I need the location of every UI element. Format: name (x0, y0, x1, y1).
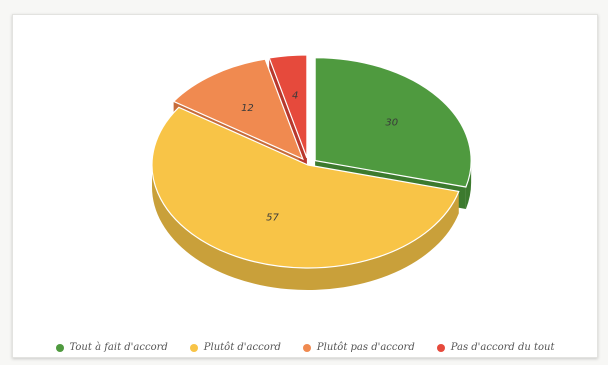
legend-swatch-tout-a-fait-daccord (55, 343, 64, 352)
legend-item-tout-a-fait-daccord[interactable]: Tout à fait d'accord (55, 342, 168, 353)
data-label-pas-d-accord-du-tout: 4 (292, 90, 298, 101)
legend-swatch-plutot-daccord (189, 343, 198, 352)
legend-item-pas-daccord-du-tout[interactable]: Pas d'accord du tout (436, 342, 555, 353)
chart-legend: Tout à fait d'accord Plutôt d'accord Plu… (13, 342, 597, 353)
legend-label-plutot-daccord: Plutôt d'accord (203, 342, 281, 353)
pie-slice-pas-d-accord-du-tout[interactable] (268, 54, 308, 159)
data-label-plutot-pas-d-accord: 12 (241, 103, 254, 114)
pie-top-faces (151, 54, 472, 269)
pie-side-plutot-d-accord (152, 165, 459, 290)
data-label-plutot-d-accord: 57 (266, 213, 279, 224)
legend-label-tout-a-fait-daccord: Tout à fait d'accord (69, 342, 168, 353)
pie-slice-plutot-pas-d-accord[interactable] (172, 58, 304, 161)
data-label-tout-a-fait-d-accord: 30 (385, 118, 398, 129)
chart-frame: 30 57 12 4 Tout à fait d'accord Plutôt d'ac… (12, 14, 598, 358)
legend-swatch-pas-daccord-du-tout (436, 343, 445, 352)
legend-item-plutot-daccord[interactable]: Plutôt d'accord (189, 342, 281, 353)
pie-slice-tout-a-fait-d-accord[interactable] (314, 57, 472, 188)
pie-side-tout-a-fait-d-accord (465, 160, 472, 210)
pie-chart: 30 57 12 4 (151, 54, 472, 290)
legend-label-plutot-pas-daccord: Plutôt pas d'accord (316, 342, 415, 353)
pie-slice-plutot-d-accord[interactable] (151, 106, 460, 269)
legend-item-plutot-pas-daccord[interactable]: Plutôt pas d'accord (302, 342, 415, 353)
legend-label-pas-daccord-du-tout: Pas d'accord du tout (450, 342, 555, 353)
legend-swatch-plutot-pas-daccord (302, 343, 311, 352)
pie-data-labels: 30 57 12 4 (241, 90, 398, 223)
